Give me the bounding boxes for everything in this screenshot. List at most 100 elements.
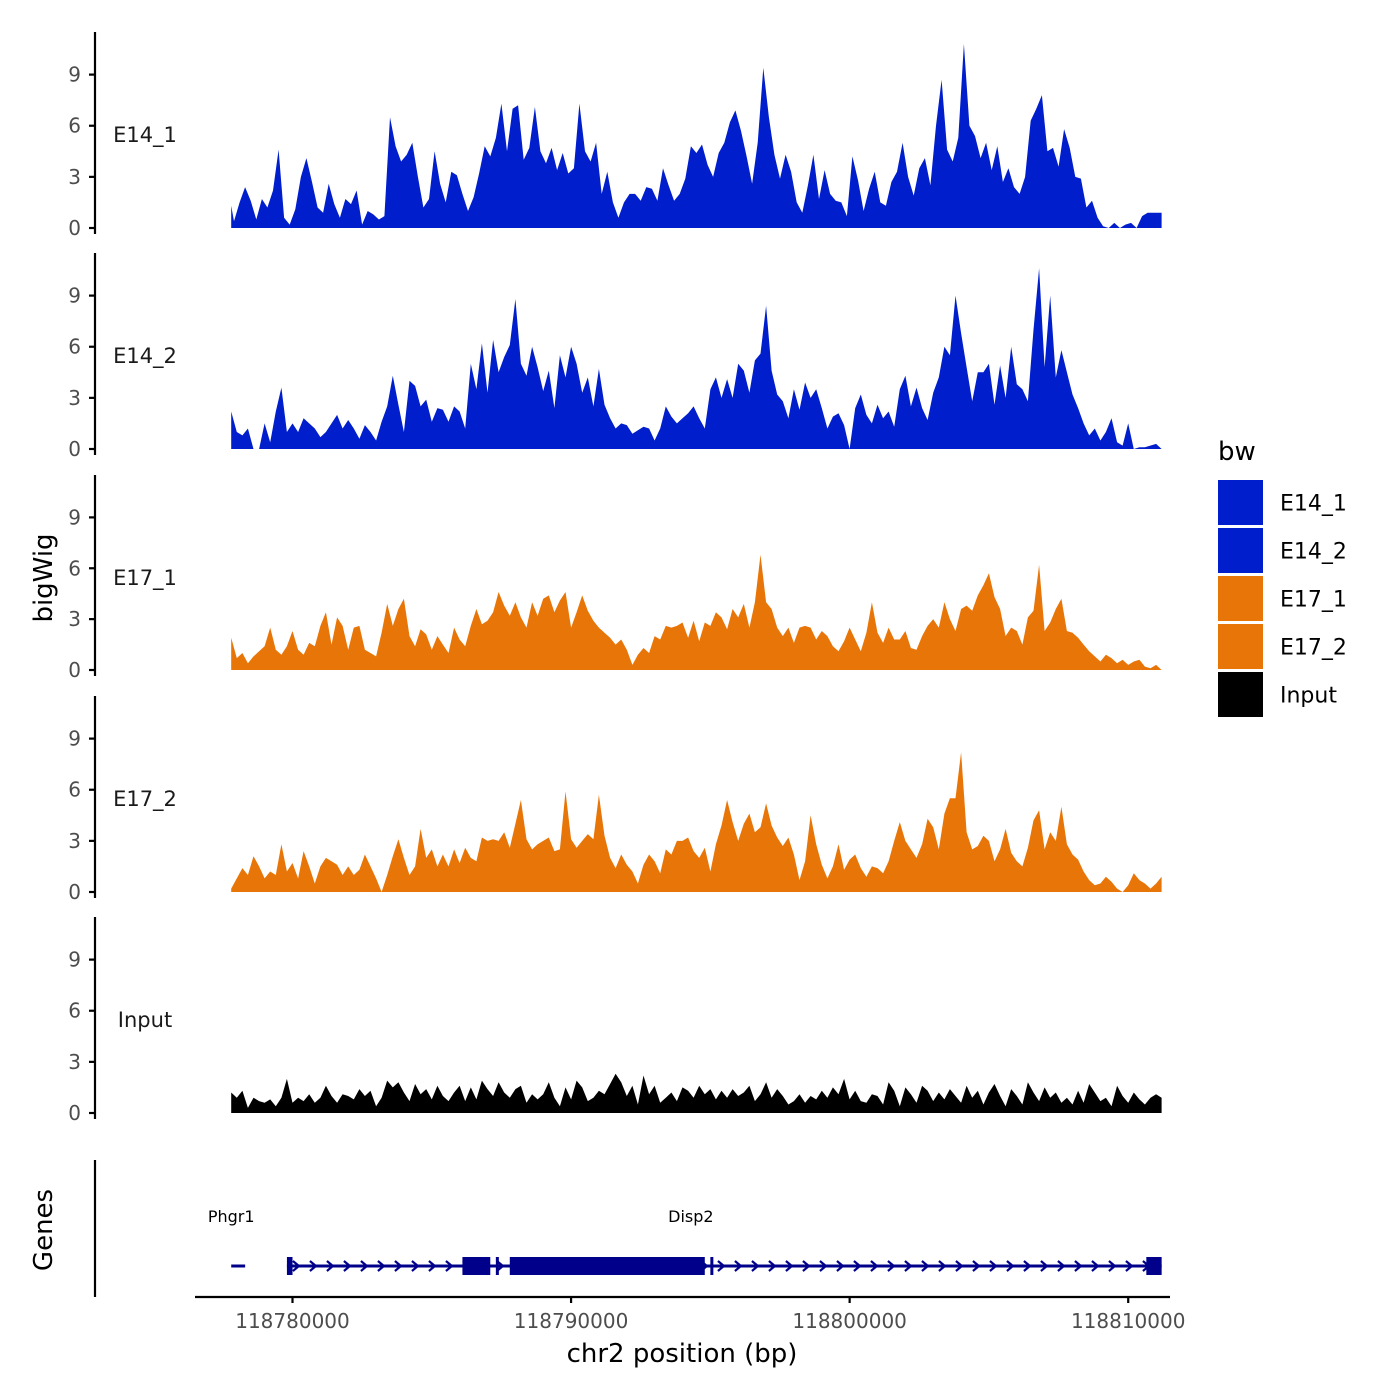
bigwig-tracks: 0 3 6 9 E14_1 0 3 6 9 E14_2 0 3 6 9 E17_1 0 3 6 9 E17_2 0 3 6 9…	[68, 32, 1162, 1125]
track-e14-1: 0 3 6 9 E14_1	[68, 32, 1162, 240]
legend-label-e17-1: E17_1	[1280, 588, 1347, 613]
strand-arrow	[785, 1260, 794, 1272]
track-label-e17-2: E17_2	[113, 787, 177, 812]
area-e14-2	[231, 268, 1162, 449]
gene-label-disp2: Disp2	[668, 1207, 713, 1226]
y-tick-label: 0	[68, 437, 81, 461]
strand-arrow	[836, 1260, 845, 1272]
strand-arrow	[921, 1260, 930, 1272]
legend-label-e14-2: E14_2	[1280, 540, 1347, 565]
strand-arrow	[292, 1260, 301, 1272]
y-tick-label: 3	[68, 1050, 81, 1074]
strand-arrow	[802, 1260, 811, 1272]
strand-arrow	[496, 1260, 505, 1272]
gene-label-phgr1: Phgr1	[208, 1207, 255, 1226]
y-tick-label: 6	[68, 556, 81, 580]
y-tick-label: 0	[68, 880, 81, 904]
y-tick-label: 9	[68, 63, 81, 87]
legend-swatch-e14-2	[1218, 528, 1263, 573]
y-tick-label: 6	[68, 999, 81, 1023]
strand-arrow	[989, 1260, 998, 1272]
exon	[710, 1257, 714, 1275]
strand-arrow	[343, 1260, 352, 1272]
track-label-input: Input	[118, 1008, 172, 1032]
strand-arrow	[1006, 1260, 1015, 1272]
y-tick-label: 6	[68, 778, 81, 802]
x-axis-title: chr2 position (bp)	[567, 1339, 798, 1369]
strand-arrow	[445, 1260, 454, 1272]
y-tick-label: 9	[68, 727, 81, 751]
strand-arrow	[377, 1260, 386, 1272]
x-tick-label: 118780000	[235, 1309, 350, 1333]
legend-title: bw	[1218, 437, 1256, 467]
gene-disp2: Disp2	[286, 1207, 1162, 1275]
y-axis-title: bigWig	[29, 533, 59, 622]
legend-label-e17-2: E17_2	[1280, 636, 1347, 661]
area-e14-1	[231, 43, 1162, 229]
exon	[495, 1257, 499, 1275]
y-tick-label: 3	[68, 607, 81, 631]
strand-arrow	[972, 1260, 981, 1272]
track-e14-2: 0 3 6 9 E14_2	[68, 253, 1162, 461]
strand-arrow	[734, 1260, 743, 1272]
y-tick-label: 3	[68, 165, 81, 189]
strand-arrow	[1057, 1260, 1066, 1272]
legend-swatch-e17-2	[1218, 624, 1263, 669]
gene-track: Phgr1 Disp2	[93, 1160, 1162, 1297]
strand-arrow	[1040, 1260, 1049, 1272]
strand-arrow	[1125, 1260, 1134, 1272]
area-e17-2	[231, 752, 1162, 892]
x-tick-label: 118810000	[1071, 1309, 1186, 1333]
axes: 118780000 118790000 118800000 118810000	[195, 1295, 1186, 1333]
y-tick-label: 6	[68, 114, 81, 138]
strand-arrow	[428, 1260, 437, 1272]
strand-arrow	[853, 1260, 862, 1272]
strand-arrow	[360, 1260, 369, 1272]
exon	[286, 1257, 293, 1275]
y-tick-label: 9	[68, 284, 81, 308]
legend: bw E14_1 E14_2 E17_1 E17_2 Input	[1218, 437, 1347, 717]
strand-arrow	[1091, 1260, 1100, 1272]
y-tick-label: 9	[68, 948, 81, 972]
y-tick-label: 9	[68, 505, 81, 529]
x-tick-label: 118790000	[514, 1309, 629, 1333]
strand-arrow	[1074, 1260, 1083, 1272]
legend-swatch-e17-1	[1218, 576, 1263, 621]
strand-arrow	[751, 1260, 760, 1272]
strand-arrow	[870, 1260, 879, 1272]
strand-arrow	[717, 1260, 726, 1272]
strand-arrow	[938, 1260, 947, 1272]
y-tick-label: 6	[68, 335, 81, 359]
strand-arrow	[394, 1260, 403, 1272]
track-label-e14-1: E14_1	[113, 123, 177, 148]
legend-label-e14-1: E14_1	[1280, 492, 1347, 517]
track-input: 0 3 6 9 Input	[68, 917, 1162, 1125]
strand-arrow	[768, 1260, 777, 1272]
track-e17-1: 0 3 6 9 E17_1	[68, 475, 1162, 682]
strand-arrow	[309, 1260, 318, 1272]
legend-swatch-input	[1218, 672, 1263, 717]
genes-panel-title: Genes	[29, 1189, 59, 1271]
x-tick-label: 118800000	[792, 1309, 907, 1333]
track-label-e17-1: E17_1	[113, 566, 177, 591]
area-e17-1	[231, 554, 1162, 670]
strand-arrow	[887, 1260, 896, 1272]
strand-arrow	[955, 1260, 964, 1272]
exon	[1146, 1257, 1162, 1275]
gene-phgr1: Phgr1	[208, 1207, 255, 1268]
area-input	[231, 1073, 1162, 1113]
exon	[462, 1257, 491, 1275]
y-tick-label: 0	[68, 216, 81, 240]
track-e17-2: 0 3 6 9 E17_2	[68, 696, 1162, 904]
legend-swatch-e14-1	[1218, 480, 1263, 525]
y-tick-label: 0	[68, 658, 81, 682]
strand-arrow	[1023, 1260, 1032, 1272]
strand-arrow	[1108, 1260, 1117, 1272]
strand-arrow	[326, 1260, 335, 1272]
strand-arrow	[411, 1260, 420, 1272]
track-label-e14-2: E14_2	[113, 344, 177, 369]
strand-arrow	[819, 1260, 828, 1272]
exon	[509, 1257, 705, 1275]
legend-label-input: Input	[1280, 684, 1337, 709]
